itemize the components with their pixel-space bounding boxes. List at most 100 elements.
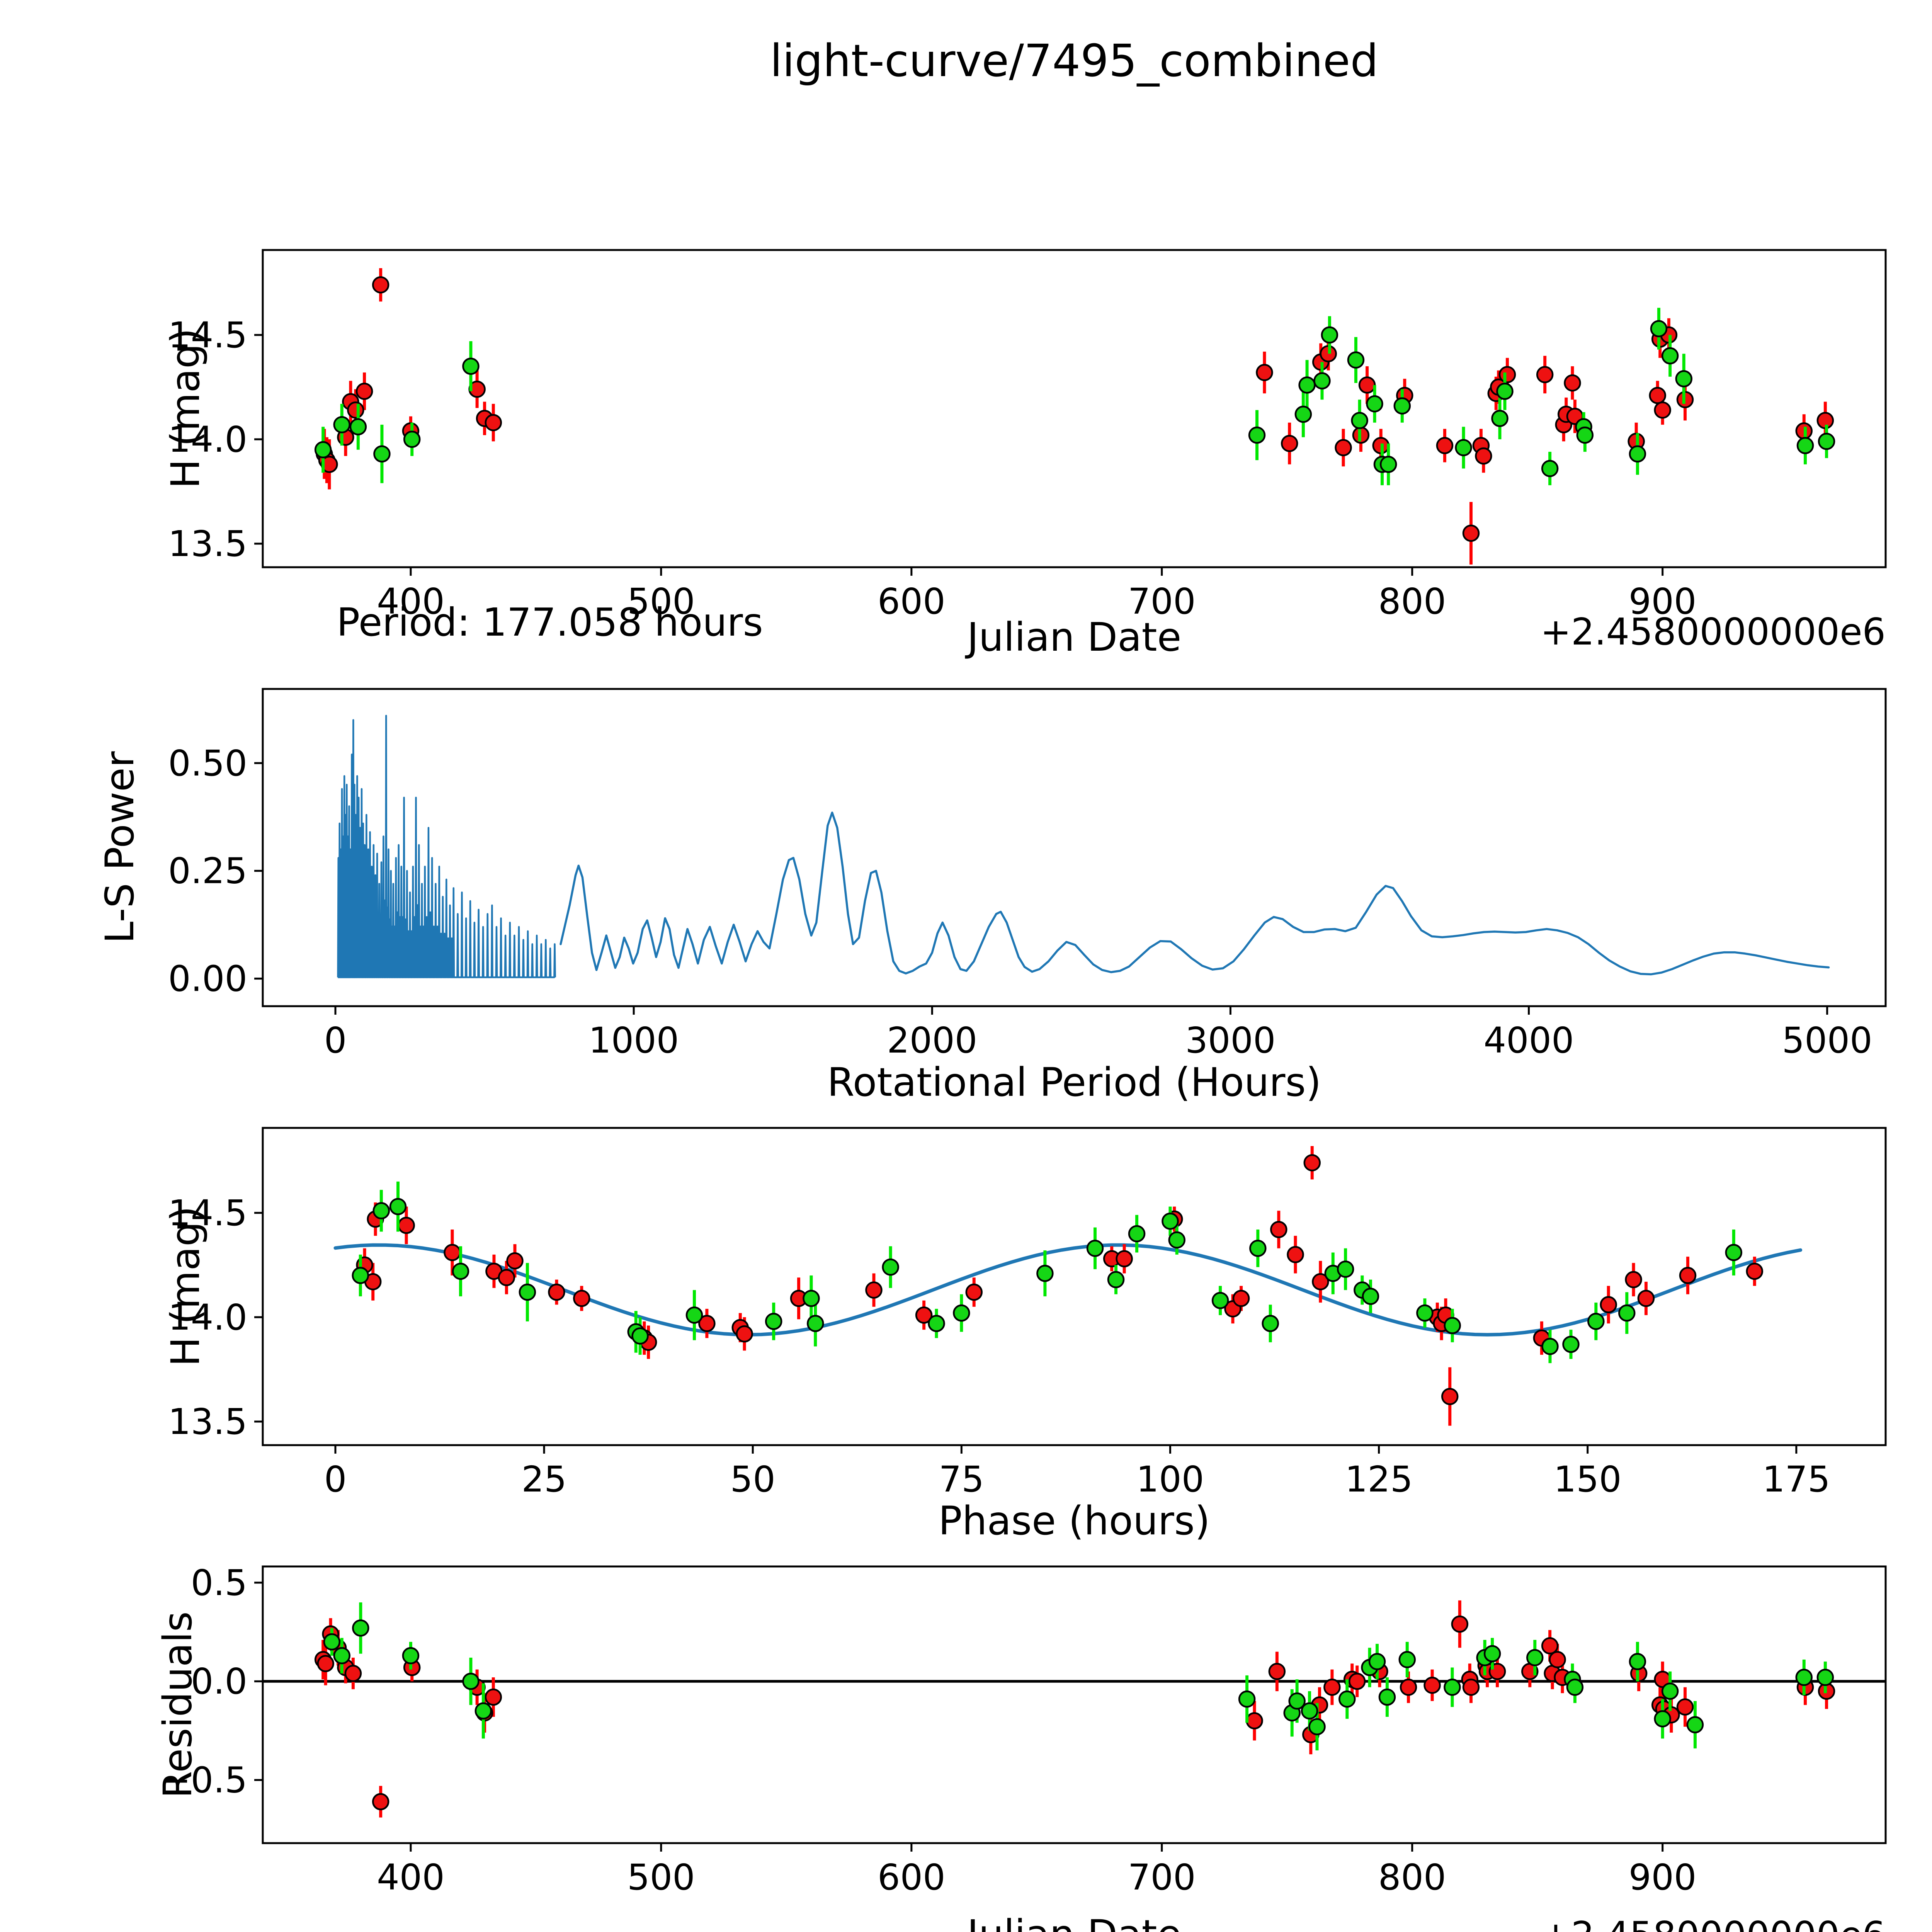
y-tick-label: 13.5 [168, 1401, 247, 1442]
data-point-red [1679, 1267, 1697, 1284]
panel4-x-offset: +2.4580000000e6 [1540, 1914, 1886, 1932]
x-tick-label: 400 [377, 581, 445, 622]
data-point-red [573, 1290, 590, 1307]
data-point-red [1549, 1651, 1566, 1668]
data-point-green [462, 1672, 480, 1690]
y-tick-label: 0.00 [168, 958, 247, 1000]
data-point-red [1232, 1290, 1250, 1307]
data-point-red [736, 1325, 753, 1343]
panel-periodogram: 0 1000 2000 3000 4000 5000 0.50 0.25 0.00 [168, 688, 1887, 1061]
x-tick-label: 5000 [1782, 1020, 1872, 1061]
x-tick-label: 400 [377, 1857, 445, 1898]
panel1-ylabel: H (mag) [163, 328, 209, 488]
data-point-green [1347, 351, 1365, 369]
panel4-ylabel: Residuals [155, 1611, 201, 1798]
x-tick-label: 500 [627, 1857, 695, 1898]
axes-spines [262, 249, 1887, 568]
data-point-green [373, 445, 391, 463]
data-point-green [1566, 1679, 1584, 1696]
data-point-red [1358, 376, 1376, 394]
y-tick-label: −0.5 [161, 1760, 247, 1801]
data-point-green [1238, 1690, 1256, 1708]
data-point-green [1366, 395, 1383, 413]
data-point-red [1498, 366, 1516, 383]
data-point-green [1496, 383, 1514, 400]
x-tick-label: 3000 [1185, 1020, 1276, 1061]
x-tick-label: 600 [878, 1857, 946, 1898]
data-point-green [1618, 1304, 1636, 1322]
x-tick-label: 600 [878, 581, 946, 622]
data-point-green [1379, 456, 1397, 473]
data-point-red [1441, 1388, 1459, 1405]
data-point-green [1416, 1304, 1434, 1322]
data-point-green [1725, 1244, 1743, 1261]
panel-jd-lightcurve: 400 500 600 700 800 900 14.5 14.0 13.5 [168, 249, 1887, 622]
data-point-red [1541, 1637, 1559, 1655]
panel2-ylabel: L-S Power [97, 751, 143, 943]
data-point-green [1686, 1716, 1704, 1733]
data-point-red [372, 1793, 389, 1811]
y-tick-label: 0.0 [191, 1661, 247, 1702]
data-point-green [1301, 1702, 1318, 1720]
data-point-green [1541, 460, 1559, 477]
data-point-green [1398, 1651, 1416, 1668]
data-point-green [1483, 1645, 1501, 1662]
panel2-xlabel: Rotational Period (Hours) [827, 1060, 1321, 1105]
axes-spines [262, 1127, 1887, 1446]
panel3-ylabel: H (mag) [163, 1206, 209, 1366]
data-point-red [548, 1283, 565, 1301]
panel-phased-lightcurve: 0 25 50 75 100 125 150 175 14.5 14.0 13.5 [168, 1127, 1887, 1500]
data-point-red [1303, 1154, 1321, 1172]
data-point-red [485, 1688, 502, 1706]
data-point-green [1128, 1225, 1146, 1243]
data-point-green [1661, 347, 1679, 365]
data-point-green [1378, 1688, 1396, 1706]
data-point-red [1281, 435, 1298, 452]
data-point-green [1338, 1690, 1356, 1708]
data-point-green [928, 1315, 945, 1332]
x-tick-label: 900 [1629, 1857, 1697, 1898]
data-point-red [1462, 1679, 1480, 1696]
data-point-red [1312, 1273, 1329, 1291]
data-point-green [389, 1198, 407, 1215]
data-point-green [685, 1306, 703, 1324]
data-point-red [1270, 1221, 1287, 1238]
x-tick-label: 800 [1378, 581, 1446, 622]
data-point-green [323, 1633, 341, 1651]
data-point-green [1816, 1668, 1834, 1686]
y-tick-label: 14.0 [168, 1297, 247, 1338]
data-point-green [1168, 1231, 1185, 1249]
data-point-green [519, 1283, 536, 1301]
data-point-green [352, 1619, 369, 1637]
data-point-green [1818, 433, 1835, 450]
data-point-red [1475, 447, 1492, 465]
data-point-green [1661, 1682, 1679, 1700]
data-point-green [1444, 1679, 1461, 1696]
data-point-red [698, 1315, 716, 1332]
data-point-green [1393, 397, 1411, 415]
data-point-red [965, 1283, 983, 1301]
x-tick-label: 500 [627, 581, 695, 622]
x-tick-label: 700 [1128, 1857, 1196, 1898]
data-point-red [498, 1269, 515, 1286]
data-point-green [1587, 1313, 1605, 1330]
data-point-green [1298, 376, 1316, 394]
data-point-green [352, 1267, 369, 1284]
data-point-green [1629, 1653, 1646, 1670]
data-point-green [1086, 1240, 1104, 1257]
y-tick-label: 13.5 [168, 523, 247, 565]
data-point-red [485, 414, 502, 431]
data-point-green [1248, 426, 1266, 444]
data-point-green [1211, 1292, 1229, 1309]
data-point-red [1451, 1615, 1469, 1633]
data-point-red [347, 401, 364, 419]
x-tick-label: 800 [1378, 1857, 1446, 1898]
panel-residuals: 400 500 600 700 800 900 0.5 0.0 −0.5 [161, 1562, 1887, 1898]
y-tick-label: 0.5 [191, 1562, 247, 1604]
data-point-green [1368, 1653, 1386, 1670]
data-point-red [1625, 1271, 1642, 1288]
data-point-green [882, 1259, 899, 1276]
periodogram-noise [337, 714, 556, 978]
data-point-green [1629, 445, 1646, 463]
panel3-xlabel: Phase (hours) [938, 1498, 1210, 1544]
